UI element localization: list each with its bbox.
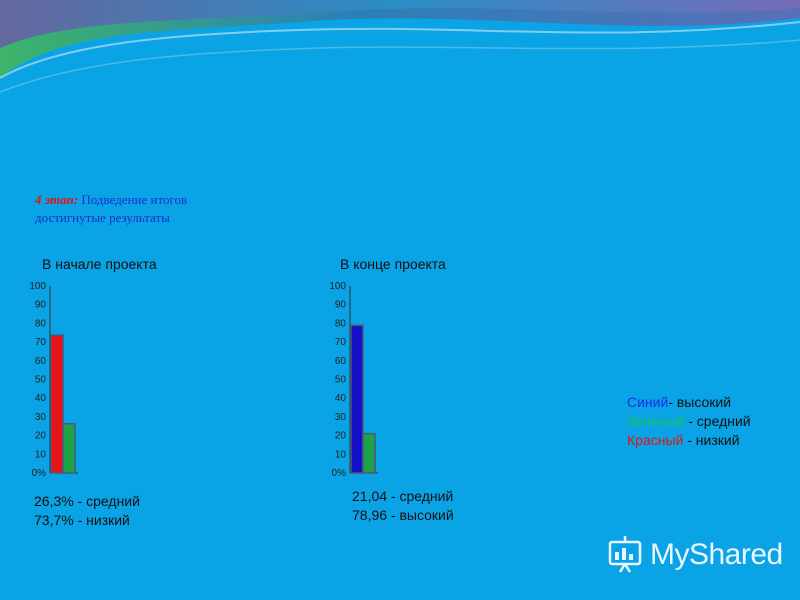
y-tick-label: 100 [29,281,46,292]
stage-subtitle: достигнутые результаты [35,210,170,225]
y-tick-label: 80 [35,318,47,329]
chart-title-end: В конце проекта [340,256,446,272]
summary-start-line-1: 26,3% - средний [34,493,140,509]
y-tick-label: 10 [35,449,47,460]
bar-primary [50,334,64,474]
y-tick-label: 0% [32,468,47,479]
stage-title: Подведение итогов [81,192,188,207]
brand-name: MyShared [650,538,783,571]
bar-secondary [362,432,376,474]
y-tick-label: 100 [329,281,346,292]
legend: Синий- высокий Зеленый - средний Красный… [627,393,751,450]
y-tick-label: 20 [35,431,47,442]
y-tick-label: 70 [335,337,347,348]
chart-start: 0% 10 20 30 40 50 60 70 80 90 100 [29,281,78,479]
y-tick-label: 40 [35,393,47,404]
y-tick-label: 30 [35,412,47,423]
y-tick-label: 50 [35,375,47,386]
y-tick-label: 90 [35,300,47,311]
decorative-waves [0,0,800,93]
y-tick-label: 40 [335,393,347,404]
y-tick-label: 70 [35,337,47,348]
summary-end: 21,04 - средний 78,96 - высокий [352,487,454,525]
summary-end-line-2: 78,96 - высокий [352,507,454,523]
bar-secondary [62,423,76,474]
bar-primary [350,324,364,474]
legend-item-green: Зеленый - средний [627,412,751,431]
legend-blue-rest: - высокий [668,394,732,410]
y-tick-label: 60 [35,356,47,367]
y-tick-label: 60 [335,356,347,367]
brand-logo: MyShared [606,534,786,574]
legend-blue-word: Синий [627,394,669,410]
legend-red-rest: - низкий [683,432,740,448]
y-tick-label: 30 [335,412,347,423]
chart-end: 0% 10 20 30 40 50 60 70 80 90 100 [329,281,378,479]
legend-item-red: Красный - низкий [627,431,751,450]
chart-title-start: В начале проекта [42,256,157,272]
legend-green-word: Зеленый [627,413,685,429]
summary-start: 26,3% - средний 73,7% - низкий [34,492,140,530]
summary-start-line-2: 73,7% - низкий [34,512,130,528]
stage-number: 4 этап: [35,192,79,207]
summary-end-line-1: 21,04 - средний [352,488,454,504]
y-tick-label: 10 [335,449,347,460]
y-tick-label: 90 [335,300,347,311]
y-tick-label: 20 [335,431,347,442]
legend-item-blue: Синий- высокий [627,393,751,412]
legend-green-rest: - средний [684,413,751,429]
presentation-icon [608,536,642,573]
legend-red-word: Красный [627,432,684,448]
stage-heading: 4 этап: Подведение итогов достигнутые ре… [35,191,187,227]
y-tick-label: 50 [335,375,347,386]
y-tick-label: 80 [335,318,347,329]
y-tick-label: 0% [332,468,347,479]
